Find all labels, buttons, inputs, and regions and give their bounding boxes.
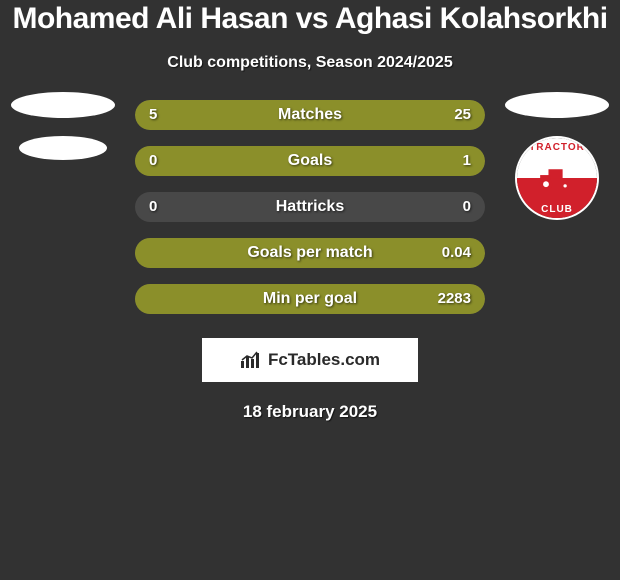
- bar-label: Hattricks: [135, 192, 485, 222]
- tractor-icon: [536, 164, 578, 193]
- right-club-badge: TRACTOR CLUB: [515, 136, 599, 220]
- club-badge-name-bottom: CLUB: [517, 204, 597, 215]
- subtitle: Club competitions, Season 2024/2025: [0, 54, 620, 72]
- bar-stack: Matches525Goals01Hattricks00Goals per ma…: [135, 100, 485, 330]
- source-logo: FcTables.com: [202, 338, 418, 382]
- bar-value-right: 0: [463, 192, 471, 222]
- bar-label: Goals: [135, 146, 485, 176]
- stat-bar: Goals per match0.04: [135, 238, 485, 268]
- right-player-badges: TRACTOR CLUB: [502, 82, 612, 220]
- stats-area: TRACTOR CLUB Matches525Goals01Hattricks0…: [0, 100, 620, 330]
- bar-value-right: 25: [454, 100, 471, 130]
- bar-label: Matches: [135, 100, 485, 130]
- bar-value-right: 2283: [438, 284, 471, 314]
- left-club-flag-ellipse: [19, 136, 107, 160]
- left-player-badges: [8, 82, 118, 178]
- bar-value-right: 0.04: [442, 238, 471, 268]
- bar-label: Goals per match: [135, 238, 485, 268]
- bar-label: Min per goal: [135, 284, 485, 314]
- bar-value-left: 0: [149, 192, 157, 222]
- date: 18 february 2025: [0, 402, 620, 422]
- bar-value-right: 1: [463, 146, 471, 176]
- stat-bar: Goals0 1: [135, 146, 485, 176]
- source-logo-text: FcTables.com: [268, 350, 380, 370]
- left-country-flag-ellipse: [11, 92, 115, 118]
- title: Mohamed Ali Hasan vs Aghasi Kolahsorkhi: [0, 2, 620, 36]
- comparison-infographic: Mohamed Ali Hasan vs Aghasi Kolahsorkhi …: [0, 0, 620, 580]
- stat-bar: Min per goal2283: [135, 284, 485, 314]
- chart-icon: [240, 351, 262, 369]
- right-country-flag-ellipse: [505, 92, 609, 118]
- stat-bar: Matches5 25: [135, 100, 485, 130]
- bar-value-left: 5: [149, 100, 157, 130]
- bar-value-left: 0: [149, 146, 157, 176]
- club-badge-name-top: TRACTOR: [517, 142, 597, 153]
- stat-bar: Hattricks0 0: [135, 192, 485, 222]
